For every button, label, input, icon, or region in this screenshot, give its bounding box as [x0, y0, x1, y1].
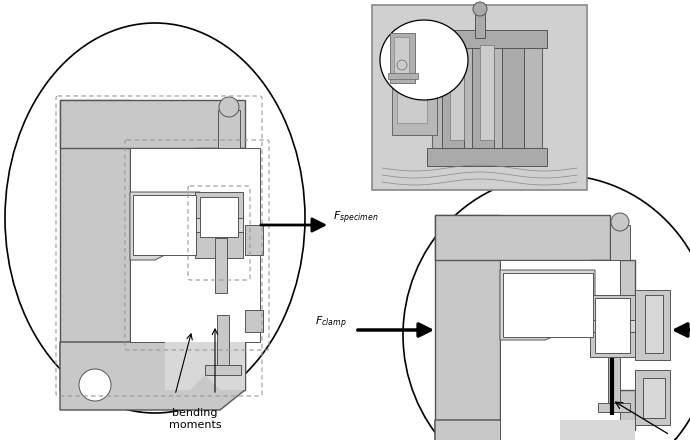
Bar: [590, 320, 635, 332]
Bar: [372, 5, 587, 190]
Ellipse shape: [5, 23, 305, 413]
Bar: [590, 260, 635, 300]
Bar: [590, 295, 635, 320]
Circle shape: [611, 213, 629, 231]
Bar: [502, 40, 524, 150]
Bar: [595, 298, 630, 353]
Bar: [427, 30, 547, 48]
Bar: [427, 148, 547, 166]
Bar: [635, 290, 670, 360]
Bar: [472, 40, 494, 150]
Bar: [442, 40, 464, 150]
Bar: [480, 45, 494, 140]
Circle shape: [397, 60, 407, 70]
Bar: [643, 378, 665, 418]
Text: $F_{clamp}$: $F_{clamp}$: [315, 315, 347, 331]
Bar: [217, 315, 229, 370]
Text: fracture: fracture: [673, 438, 690, 440]
Bar: [432, 35, 542, 155]
Bar: [500, 260, 620, 440]
Bar: [475, 10, 485, 38]
Bar: [195, 218, 243, 232]
Circle shape: [219, 97, 239, 117]
Polygon shape: [435, 420, 610, 440]
Bar: [392, 55, 437, 135]
Bar: [390, 33, 415, 83]
Polygon shape: [165, 342, 245, 390]
Bar: [60, 100, 245, 148]
Bar: [388, 73, 418, 79]
Bar: [195, 192, 243, 218]
Circle shape: [79, 369, 111, 401]
Bar: [503, 273, 593, 337]
Bar: [450, 45, 464, 140]
Bar: [435, 420, 610, 440]
Polygon shape: [500, 270, 595, 340]
Circle shape: [473, 2, 487, 16]
Polygon shape: [130, 192, 200, 260]
Ellipse shape: [403, 175, 690, 440]
Polygon shape: [560, 420, 635, 440]
Bar: [215, 238, 227, 293]
Bar: [195, 232, 243, 258]
Bar: [435, 215, 500, 440]
Bar: [635, 370, 670, 425]
Bar: [608, 357, 620, 407]
Bar: [590, 332, 635, 357]
Bar: [60, 342, 245, 390]
Bar: [635, 305, 651, 333]
Bar: [60, 100, 130, 390]
Bar: [635, 388, 651, 408]
Bar: [200, 197, 238, 237]
Bar: [610, 225, 630, 260]
Bar: [598, 403, 630, 412]
Bar: [394, 37, 409, 77]
Text: $F_{specimen}$: $F_{specimen}$: [333, 210, 378, 226]
Bar: [205, 365, 241, 375]
Bar: [245, 225, 263, 255]
Bar: [590, 390, 635, 430]
Bar: [397, 63, 427, 123]
Bar: [130, 148, 260, 342]
Text: bending
moments: bending moments: [168, 408, 221, 429]
Ellipse shape: [380, 20, 468, 100]
Bar: [245, 310, 263, 332]
Bar: [645, 295, 663, 353]
Bar: [218, 110, 240, 148]
Bar: [133, 195, 196, 255]
Bar: [435, 215, 610, 260]
Polygon shape: [60, 342, 245, 410]
Bar: [195, 330, 245, 370]
Bar: [195, 148, 245, 192]
